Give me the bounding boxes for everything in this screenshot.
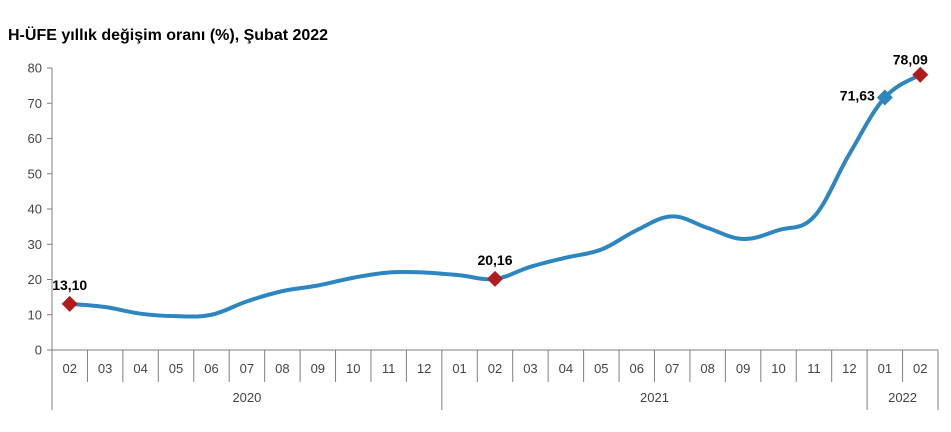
year-label: 2022 [888, 390, 917, 405]
data-label: 13,10 [52, 277, 87, 293]
data-point-marker [876, 89, 893, 106]
y-tick-label: 0 [35, 343, 42, 358]
y-tick-label: 60 [28, 131, 42, 146]
x-tick-label: 02 [62, 361, 76, 376]
x-tick-label: 12 [842, 361, 856, 376]
data-label: 20,16 [477, 252, 512, 268]
data-label: 78,09 [893, 52, 928, 68]
x-tick-label: 03 [98, 361, 112, 376]
x-tick-label: 12 [417, 361, 431, 376]
marker-layer: 13,10 20,16 71,63 78,09 [52, 52, 929, 312]
x-tick-label: 09 [311, 361, 325, 376]
x-tick-label: 10 [771, 361, 785, 376]
y-tick-label: 50 [28, 166, 42, 181]
x-tick-label: 05 [594, 361, 608, 376]
year-label: 2021 [640, 390, 669, 405]
x-tick-label: 08 [275, 361, 289, 376]
x-tick-label: 09 [736, 361, 750, 376]
chart-title: H-ÜFE yıllık değişim oranı (%), Şubat 20… [8, 27, 329, 44]
x-axis: 02 03 04 05 06 07 08 09 10 11 12 01 02 03 04 05 06 07 08 09… [51, 349, 939, 410]
year-label: 2020 [232, 390, 261, 405]
data-label: 71,63 [840, 88, 875, 104]
y-tick-label: 40 [28, 202, 42, 217]
x-tick-label: 04 [559, 361, 573, 376]
x-tick-label: 05 [169, 361, 183, 376]
x-tick-label: 02 [913, 361, 927, 376]
x-tick-label: 04 [133, 361, 147, 376]
x-tick-label: 02 [488, 361, 502, 376]
x-tick-label: 10 [346, 361, 360, 376]
x-tick-label: 01 [878, 361, 892, 376]
x-tick-label: 07 [665, 361, 679, 376]
y-tick-label: 30 [28, 237, 42, 252]
x-tick-label: 06 [630, 361, 644, 376]
y-tick-label: 70 [28, 96, 42, 111]
y-tick-label: 10 [28, 307, 42, 322]
data-point-marker [61, 295, 78, 312]
y-tick-label: 80 [28, 61, 42, 76]
x-tick-label: 06 [204, 361, 218, 376]
data-point-marker [912, 66, 929, 83]
x-tick-label: 03 [523, 361, 537, 376]
x-tick-label: 08 [700, 361, 714, 376]
x-tick-label: 07 [240, 361, 254, 376]
y-axis: 0 10 20 30 40 50 60 70 80 [28, 61, 53, 358]
x-tick-label: 11 [807, 361, 821, 376]
y-tick-label: 20 [28, 272, 42, 287]
data-point-marker [487, 270, 503, 287]
x-tick-label: 11 [382, 361, 396, 376]
x-tick-label: 01 [452, 361, 466, 376]
